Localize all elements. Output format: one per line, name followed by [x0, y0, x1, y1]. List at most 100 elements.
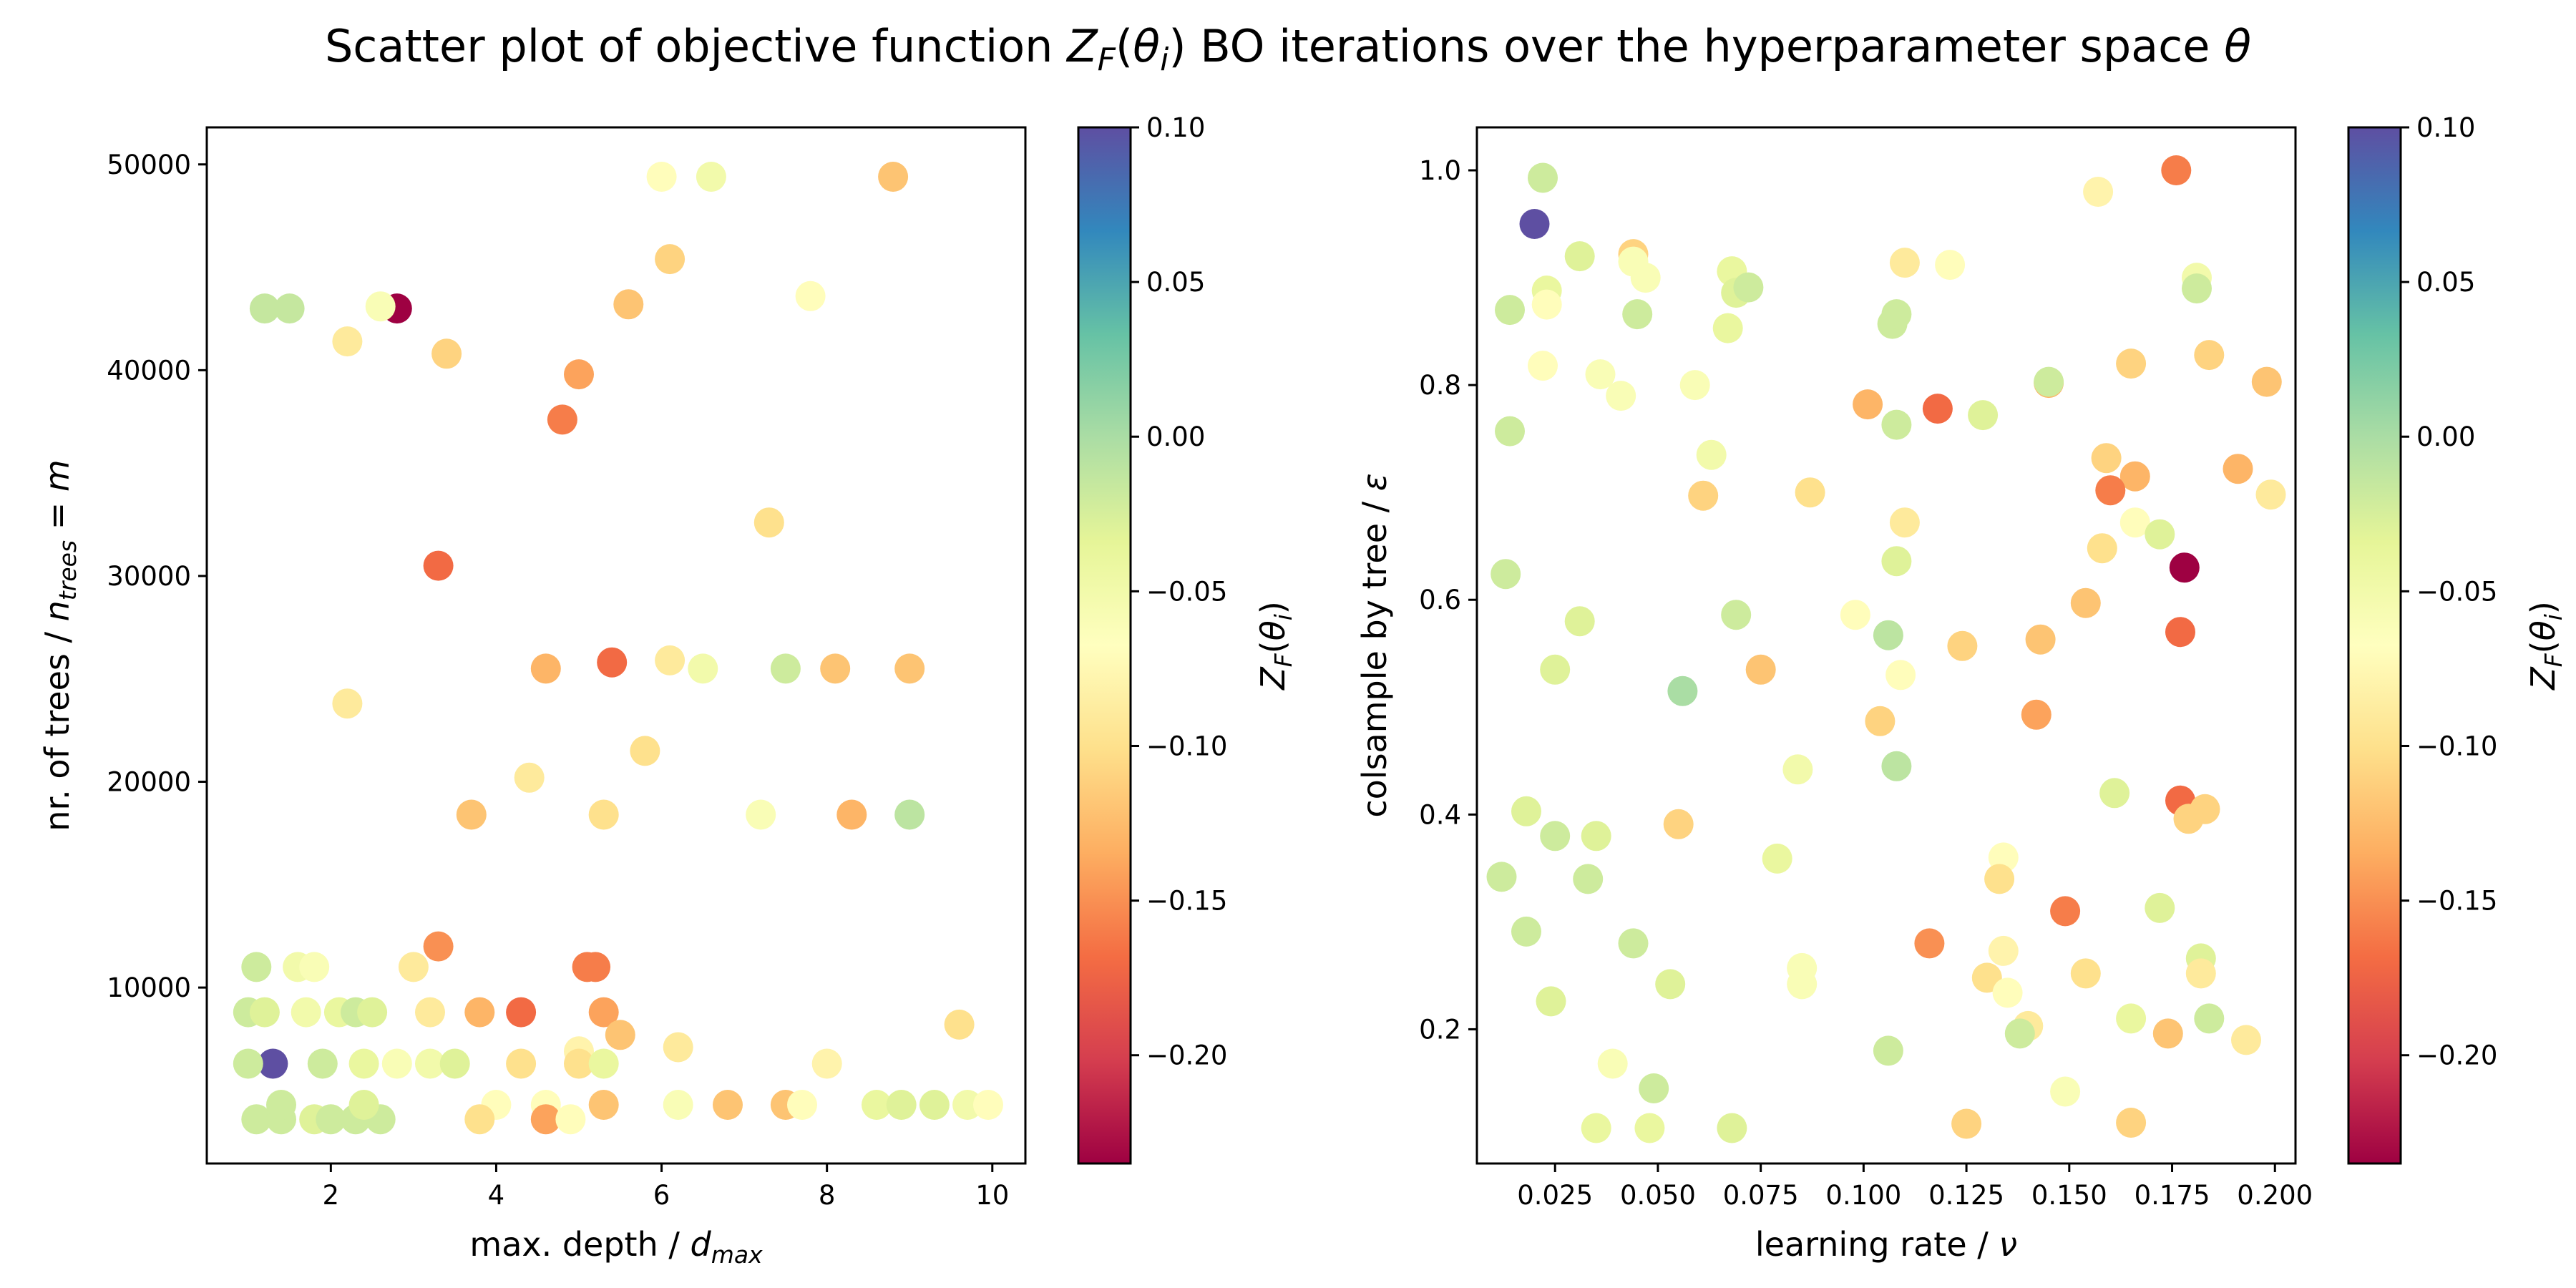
- left-x-tick-label: 2: [323, 1180, 340, 1211]
- left-scatter-point: [663, 1090, 693, 1120]
- right-scatter-point: [1853, 389, 1883, 420]
- right-scatter-point: [1696, 439, 1727, 470]
- right-scatter-point: [1951, 1108, 1982, 1139]
- right-scatter-point: [2050, 1076, 2081, 1107]
- right-scatter-point: [1634, 1113, 1665, 1143]
- right-scatter-point: [1495, 416, 1525, 447]
- right-scatter-point: [1865, 706, 1896, 736]
- right-scatter-point: [1881, 546, 1912, 577]
- right-scatter-point: [2194, 340, 2225, 371]
- right-scatter-point: [1585, 359, 1616, 390]
- left-colorbar-tick-label: −0.10: [1146, 731, 1227, 761]
- left-scatter-point: [696, 162, 726, 192]
- left-scatter-point: [746, 799, 776, 830]
- left-scatter-point: [332, 688, 363, 719]
- right-scatter-point: [1885, 660, 1916, 691]
- right-scatter-point: [1655, 969, 1686, 1000]
- right-colorbar-tick-label: 0.00: [2416, 421, 2475, 452]
- left-scatter-point: [795, 280, 826, 311]
- left-colorbar: 0.10 0.05 0.00 −0.05 −0.10 −0.15 −0.20 ZF(θi): [1077, 112, 1297, 1165]
- right-x-tick-label: 0.075: [1723, 1180, 1799, 1211]
- left-scatter-point: [464, 997, 495, 1028]
- right-colorbar: 0.10 0.05 0.00 −0.05 −0.10 −0.15 −0.20 ZF(θi): [2347, 112, 2567, 1165]
- right-scatter-point: [1968, 400, 1999, 431]
- right-scatter-point: [2223, 454, 2253, 484]
- left-scatter-point: [973, 1090, 1003, 1120]
- left-colorbar-tick-label: 0.10: [1146, 112, 1205, 143]
- left-colorbar-tick-label: −0.15: [1146, 886, 1227, 917]
- right-scatter-point: [1787, 969, 1818, 1000]
- right-scatter-point: [1984, 864, 2015, 894]
- right-scatter-point: [2165, 617, 2195, 648]
- left-scatter-point: [878, 162, 909, 192]
- right-colorbar-tick-label: −0.20: [2416, 1040, 2497, 1071]
- right-x-tick-label: 0.175: [2135, 1180, 2210, 1211]
- left-scatter-point: [530, 653, 561, 684]
- right-scatter-point: [1712, 313, 1743, 343]
- right-colorbar-gradient: [2347, 126, 2402, 1165]
- right-scatter-point: [1491, 559, 1521, 590]
- right-scatter-point: [1745, 654, 1776, 685]
- right-scatter-point: [1581, 821, 1611, 852]
- right-scatter-point: [1511, 796, 1541, 826]
- left-scatter-point: [316, 1104, 346, 1135]
- left-scatter-point: [770, 653, 801, 684]
- left-y-tick-label: 20000: [107, 767, 191, 798]
- right-scatter-point: [2034, 366, 2064, 397]
- left-points-layer: [233, 162, 1003, 1135]
- right-scatter-point: [2119, 461, 2150, 492]
- right-y-tick-label: 0.4: [1419, 799, 1461, 830]
- right-scatter-point: [1495, 295, 1525, 326]
- right-scatter-point: [2083, 177, 2114, 207]
- left-scatter-point: [894, 653, 925, 684]
- left-colorbar-label: ZF(θi): [1254, 601, 1297, 691]
- right-scatter-point: [1721, 600, 1752, 630]
- right-scatter-point: [1581, 1113, 1611, 1143]
- left-plot-frame: [205, 126, 1027, 1165]
- left-scatter-point: [713, 1090, 743, 1120]
- left-scatter-point: [588, 997, 619, 1028]
- right-scatter-point: [2145, 519, 2175, 550]
- left-scatter-point: [431, 338, 462, 369]
- left-scatter-point: [919, 1090, 950, 1120]
- right-scatter-point: [1597, 1048, 1628, 1079]
- left-x-tick-label: 10: [975, 1180, 1009, 1211]
- left-x-tick-label: 8: [819, 1180, 836, 1211]
- right-scatter-point: [1618, 928, 1649, 959]
- left-scatter-point: [357, 997, 388, 1028]
- left-colorbar-tick-label: 0.00: [1146, 421, 1205, 452]
- right-scatter-point: [2091, 443, 2122, 474]
- left-scatter-point: [241, 952, 272, 982]
- right-scatter-point: [2173, 804, 2204, 834]
- right-scatter-point: [2116, 348, 2147, 379]
- left-scatter-point: [952, 1090, 983, 1120]
- left-scatter-point: [348, 1090, 379, 1120]
- left-scatter-point: [862, 1090, 892, 1120]
- left-scatter-point: [415, 997, 445, 1028]
- right-scatter-point: [2004, 1018, 2035, 1049]
- left-scatter-point: [564, 359, 594, 390]
- right-x-tick-label: 0.125: [1928, 1180, 2004, 1211]
- left-scatter-point: [547, 404, 577, 435]
- right-scatter-point: [1486, 862, 1517, 892]
- right-scatter-point: [2099, 778, 2130, 809]
- left-scatter-point: [630, 736, 660, 766]
- right-scatter-point: [1840, 600, 1870, 630]
- right-scatter-point: [1795, 477, 1825, 508]
- right-x-tick-label: 0.200: [2237, 1180, 2313, 1211]
- left-scatter-point: [274, 293, 305, 324]
- left-scatter-point: [348, 1048, 379, 1079]
- left-x-tick-label: 6: [653, 1180, 670, 1211]
- right-colorbar-tick-label: 0.05: [2416, 267, 2475, 298]
- right-scatter-point: [1914, 928, 1945, 959]
- right-y-tick-label: 0.6: [1419, 585, 1461, 615]
- right-scatter-point: [2182, 273, 2212, 304]
- left-scatter-point: [506, 1048, 537, 1079]
- left-y-axis-label: nr. of trees / ntrees = m: [38, 459, 82, 831]
- left-scatter-point: [307, 1048, 338, 1079]
- left-scatter-point: [613, 289, 644, 320]
- left-scatter-point: [655, 244, 686, 275]
- right-scatter-point: [1935, 250, 1966, 280]
- right-scatter-point: [2231, 1025, 2261, 1055]
